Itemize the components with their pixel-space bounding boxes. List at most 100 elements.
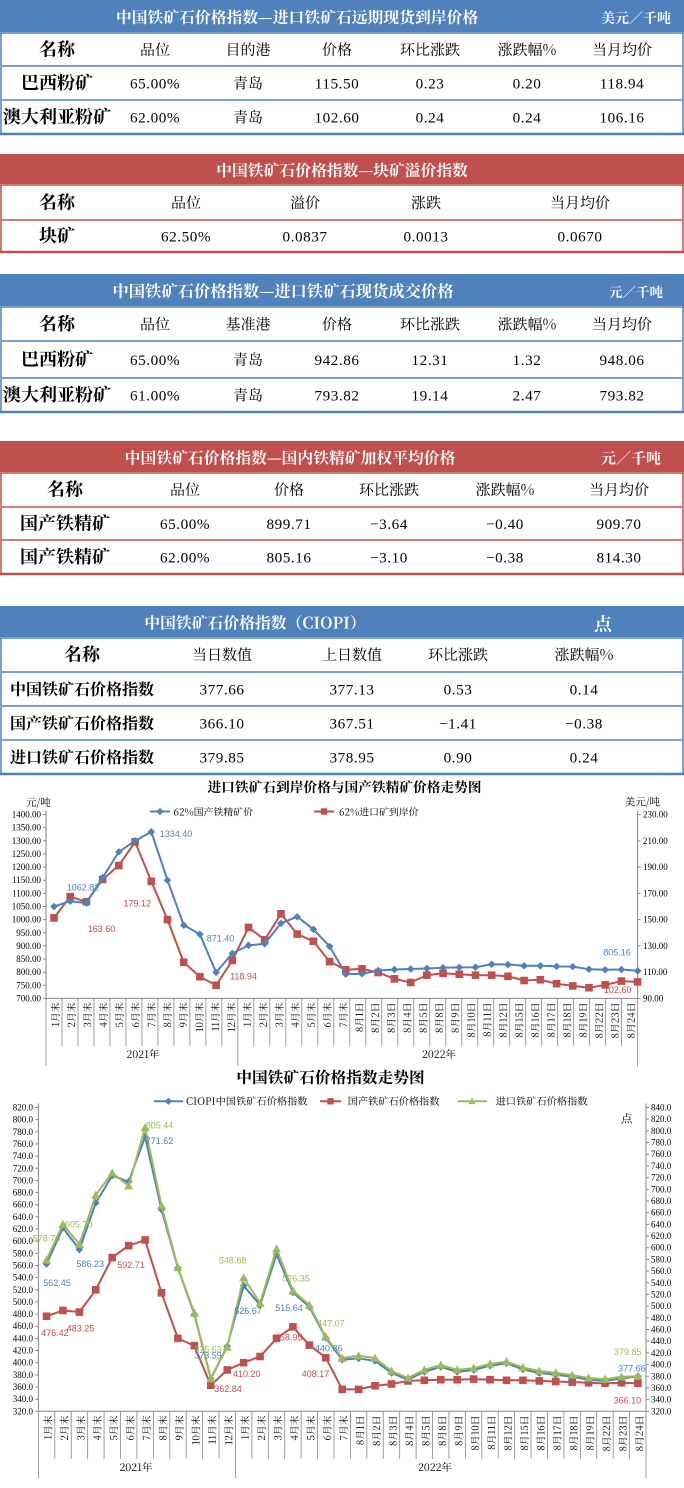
svg-text:0.53: 0.53 [444, 682, 473, 699]
svg-text:580.0: 580.0 [13, 1248, 34, 1258]
svg-text:65.00%: 65.00% [160, 516, 210, 533]
svg-text:740.0: 740.0 [651, 1161, 672, 1171]
svg-text:0.0670: 0.0670 [557, 229, 602, 246]
svg-text:377.66: 377.66 [199, 682, 244, 699]
svg-text:780.0: 780.0 [651, 1138, 672, 1148]
svg-text:1400.00: 1400.00 [12, 810, 42, 820]
svg-text:871.40: 871.40 [207, 934, 235, 944]
svg-text:373.59: 373.59 [194, 1351, 222, 1361]
svg-text:600.0: 600.0 [13, 1236, 34, 1246]
svg-text:230.00: 230.00 [643, 810, 668, 820]
svg-text:106.16: 106.16 [599, 110, 644, 127]
svg-text:526.35: 526.35 [282, 1274, 310, 1284]
svg-text:102.60: 102.60 [314, 110, 359, 127]
svg-text:447.07: 447.07 [317, 1318, 345, 1328]
svg-text:0.20: 0.20 [513, 76, 542, 93]
svg-text:515.64: 515.64 [275, 1303, 303, 1313]
svg-text:620.0: 620.0 [13, 1224, 34, 1234]
svg-text:460.0: 460.0 [651, 1325, 672, 1335]
svg-text:600.0: 600.0 [651, 1243, 672, 1253]
svg-text:578.76: 578.76 [33, 1233, 61, 1243]
svg-text:320.0: 320.0 [13, 1406, 34, 1416]
svg-text:19.14: 19.14 [412, 388, 449, 405]
svg-text:440.0: 440.0 [13, 1333, 34, 1343]
svg-text:640.0: 640.0 [651, 1219, 672, 1229]
svg-text:660.0: 660.0 [13, 1200, 34, 1210]
svg-text:−3.64: −3.64 [370, 516, 408, 533]
svg-text:380.0: 380.0 [13, 1370, 34, 1380]
svg-text:190.00: 190.00 [643, 862, 668, 872]
svg-text:367.51: 367.51 [329, 716, 374, 733]
svg-text:560.0: 560.0 [651, 1266, 672, 1276]
svg-text:130.00: 130.00 [643, 941, 668, 951]
svg-text:520.0: 520.0 [13, 1285, 34, 1295]
svg-text:0.0013: 0.0013 [403, 229, 448, 246]
svg-text:800.0: 800.0 [13, 1115, 34, 1125]
svg-text:1150.00: 1150.00 [12, 875, 41, 885]
svg-text:500.0: 500.0 [13, 1297, 34, 1307]
svg-text:379.85: 379.85 [199, 750, 244, 767]
svg-text:360.0: 360.0 [13, 1382, 34, 1392]
svg-text:771.62: 771.62 [146, 1136, 174, 1146]
svg-text:−1.41: −1.41 [439, 716, 477, 733]
svg-text:750.00: 750.00 [16, 980, 41, 990]
svg-text:400.0: 400.0 [13, 1358, 34, 1368]
svg-text:592.71: 592.71 [117, 1260, 145, 1270]
svg-text:90.00: 90.00 [643, 993, 664, 1003]
svg-text:420.0: 420.0 [651, 1348, 672, 1358]
svg-text:948.06: 948.06 [599, 352, 644, 369]
svg-text:62.00%: 62.00% [130, 110, 180, 127]
svg-text:366.10: 366.10 [614, 1396, 642, 1406]
svg-text:1200.00: 1200.00 [12, 862, 42, 872]
svg-text:760.0: 760.0 [651, 1149, 672, 1159]
svg-text:805.16: 805.16 [603, 948, 631, 958]
svg-text:793.82: 793.82 [599, 388, 644, 405]
svg-text:360.0: 360.0 [651, 1383, 672, 1393]
svg-text:65.00%: 65.00% [130, 76, 180, 93]
svg-text:440.86: 440.86 [315, 1344, 343, 1354]
svg-text:500.0: 500.0 [651, 1301, 672, 1311]
svg-text:900.00: 900.00 [16, 941, 41, 951]
svg-text:377.66: 377.66 [618, 1363, 646, 1373]
svg-text:700.0: 700.0 [651, 1184, 672, 1194]
svg-text:458.95: 458.95 [275, 1333, 303, 1343]
svg-text:−0.40: −0.40 [486, 516, 524, 533]
svg-text:1050.00: 1050.00 [12, 902, 42, 912]
svg-text:118.94: 118.94 [600, 76, 645, 93]
svg-text:840.0: 840.0 [651, 1103, 672, 1113]
svg-text:480.0: 480.0 [651, 1313, 672, 1323]
svg-text:1334.40: 1334.40 [160, 829, 193, 839]
svg-text:942.86: 942.86 [314, 352, 359, 369]
svg-text:62.50%: 62.50% [161, 229, 211, 246]
svg-text:899.71: 899.71 [266, 516, 311, 533]
svg-text:476.42: 476.42 [41, 1328, 69, 1338]
svg-text:620.0: 620.0 [651, 1231, 672, 1241]
svg-text:720.0: 720.0 [651, 1173, 672, 1183]
svg-text:800.0: 800.0 [651, 1126, 672, 1136]
svg-text:562.45: 562.45 [43, 1278, 71, 1288]
svg-text:340.0: 340.0 [651, 1395, 672, 1405]
svg-text:560.0: 560.0 [13, 1260, 34, 1270]
svg-text:0.14: 0.14 [570, 682, 599, 699]
svg-text:520.0: 520.0 [651, 1289, 672, 1299]
svg-text:65.00%: 65.00% [130, 352, 180, 369]
svg-text:118.94: 118.94 [230, 972, 257, 982]
svg-text:814.30: 814.30 [596, 550, 641, 567]
svg-text:62.00%: 62.00% [160, 550, 210, 567]
svg-text:1.32: 1.32 [513, 352, 542, 369]
svg-text:420.0: 420.0 [13, 1346, 34, 1356]
svg-text:605.70: 605.70 [65, 1220, 93, 1230]
svg-text:540.0: 540.0 [13, 1273, 34, 1283]
svg-text:548.68: 548.68 [219, 1256, 247, 1266]
svg-text:460.0: 460.0 [13, 1321, 34, 1331]
svg-text:408.17: 408.17 [302, 1369, 330, 1379]
svg-text:340.0: 340.0 [13, 1394, 34, 1404]
svg-text:61.00%: 61.00% [130, 388, 180, 405]
svg-text:740.0: 740.0 [13, 1151, 34, 1161]
svg-text:820.0: 820.0 [651, 1114, 672, 1124]
svg-text:0.24: 0.24 [416, 110, 445, 127]
svg-text:410.20: 410.20 [233, 1369, 261, 1379]
svg-text:1350.00: 1350.00 [12, 823, 42, 833]
svg-text:1300.00: 1300.00 [12, 836, 42, 846]
svg-text:0.90: 0.90 [444, 750, 473, 767]
